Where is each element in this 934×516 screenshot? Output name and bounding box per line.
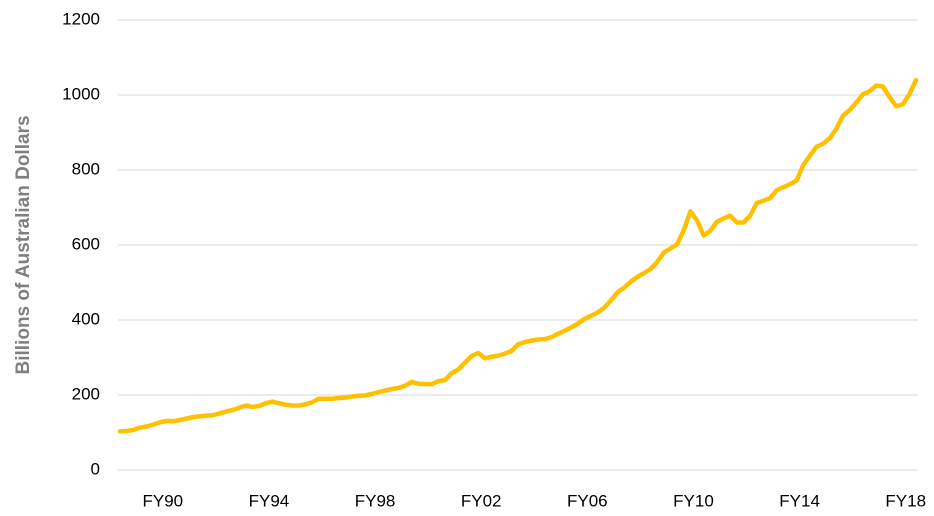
x-tick-label: FY14 [779, 491, 820, 510]
x-tick-label: FY90 [142, 491, 183, 510]
y-tick-label: 1200 [62, 9, 100, 28]
x-tick-label: FY06 [567, 491, 608, 510]
x-tick-label: FY10 [673, 491, 714, 510]
x-tick-label: FY94 [249, 491, 290, 510]
x-tick-label: FY02 [461, 491, 502, 510]
y-tick-label: 600 [72, 234, 100, 253]
data-line [117, 77, 919, 434]
x-tick-label: FY98 [355, 491, 396, 510]
y-tick-label: 400 [72, 309, 100, 328]
y-axis-label: Billions of Australian Dollars [13, 115, 34, 374]
x-tick-label: FY18 [885, 491, 926, 510]
y-tick-label: 800 [72, 159, 100, 178]
y-tick-label: 200 [72, 384, 100, 403]
y-tick-label: 0 [91, 459, 100, 478]
y-tick-label: 1000 [62, 84, 100, 103]
